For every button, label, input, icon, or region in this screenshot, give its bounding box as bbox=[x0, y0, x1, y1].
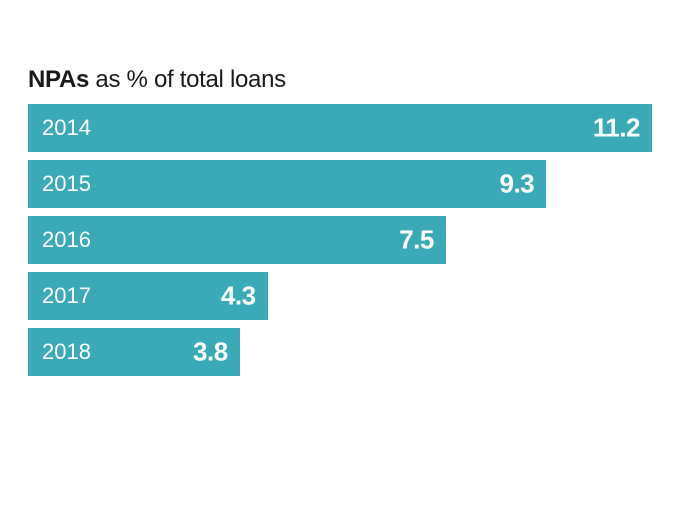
bar-value-label: 4.3 bbox=[221, 281, 256, 312]
chart-canvas: NPAs as % of total loans 2014 11.2 2015 … bbox=[0, 0, 680, 510]
bar-year-label: 2016 bbox=[42, 227, 91, 253]
bar-value-label: 9.3 bbox=[499, 169, 534, 200]
bar-2014: 2014 11.2 bbox=[28, 104, 652, 152]
bar-group: 2014 11.2 2015 9.3 2016 7.5 2017 4.3 201… bbox=[28, 104, 652, 384]
bar-year-label: 2014 bbox=[42, 115, 91, 141]
bar-2017: 2017 4.3 bbox=[28, 272, 268, 320]
bar-year-label: 2015 bbox=[42, 171, 91, 197]
bar-value-label: 11.2 bbox=[593, 113, 640, 144]
bar-year-label: 2018 bbox=[42, 339, 91, 365]
title-rest: as % of total loans bbox=[89, 66, 286, 93]
title-bold: NPAs bbox=[28, 66, 89, 93]
bar-2016: 2016 7.5 bbox=[28, 216, 446, 264]
chart-title: NPAs as % of total loans bbox=[28, 66, 286, 94]
bar-year-label: 2017 bbox=[42, 283, 91, 309]
bar-2015: 2015 9.3 bbox=[28, 160, 546, 208]
bar-2018: 2018 3.8 bbox=[28, 328, 240, 376]
bar-value-label: 7.5 bbox=[399, 225, 434, 256]
bar-value-label: 3.8 bbox=[193, 337, 228, 368]
